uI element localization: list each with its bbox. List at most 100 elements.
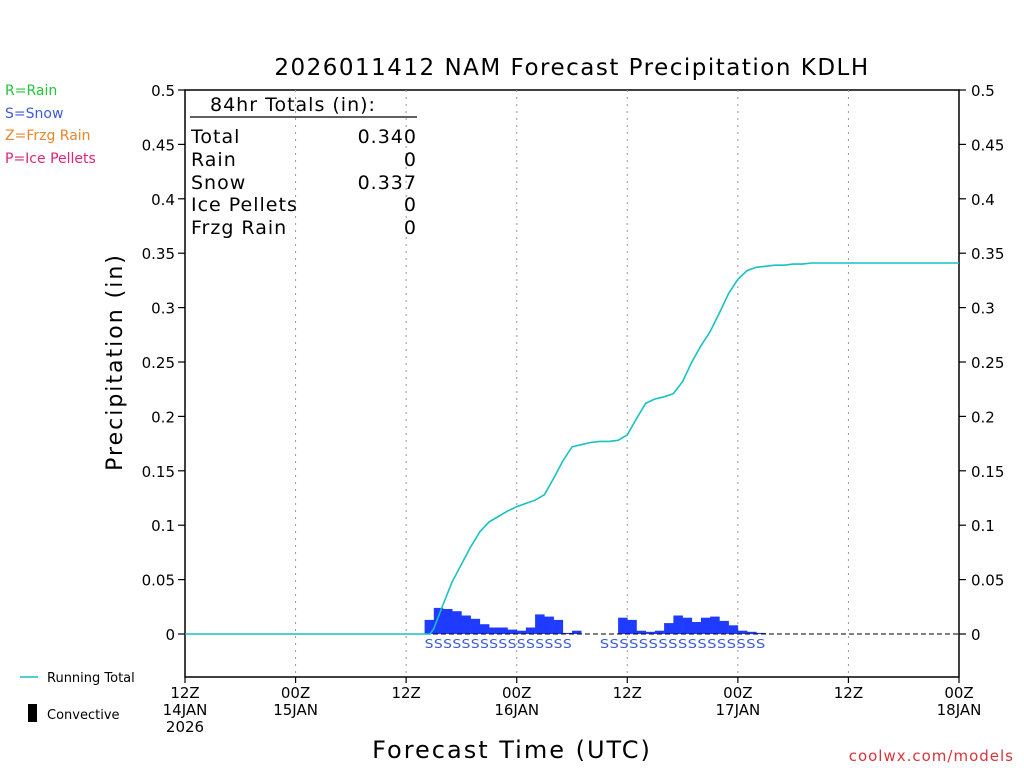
totals-box: 84hr Totals (in): Total 0.340 Rain 0 Sno… [190,94,417,239]
snow-bar-13 [544,616,554,634]
snow-bar-2 [443,609,453,634]
xtick-label-3-1: 00Z [502,684,531,702]
snow-bar-23 [636,630,646,634]
snow-bars [424,607,766,634]
totals-value-ice-pellets: 0 [404,194,417,216]
plot-frame [184,89,960,678]
snow-bar-9 [507,629,517,634]
ptype-legend: R=Rain S=Snow Z=Frzg Rain P=Ice Pellets [5,83,96,167]
chart-title: 2026011412 NAM Forecast Precipitation KD… [274,55,869,81]
xtick-label-1-1: 00Z [281,684,310,702]
credit-text: coolwx.com/models [849,747,1014,765]
ytick-left-label-2: 0.4 [151,191,175,209]
ptype-label-1: SSSSSSSSSSSSSSSSS [600,637,766,651]
totals-value-snow: 0.337 [358,172,417,194]
totals-value-total: 0.340 [358,126,417,148]
snow-bar-36 [756,632,766,634]
xtick-label-6-1: 12Z [834,684,863,702]
ytick-left-label-7: 0.15 [142,463,175,481]
ytick-right-label-3: 0.35 [971,245,1004,263]
running-total-line [185,262,959,635]
legend-snow: S=Snow [5,106,63,122]
snow-bar-1 [433,607,444,634]
snow-bar-34 [737,630,748,634]
ytick-left-label-8: 0.1 [151,517,175,535]
snow-bar-7 [489,627,499,634]
snow-bar-3 [452,611,462,634]
ytick-right-label-2: 0.4 [971,191,995,209]
ytick-right-label-9: 0.05 [971,572,1004,590]
snow-bar-14 [553,619,564,634]
snow-bar-5 [470,618,481,634]
y-axis-ticks: 0.5 0.5 0.45 0.45 0.4 0.4 0.35 0.35 0.3 0.3 0.25 0.… [142,82,1005,644]
ytick-right-label-6: 0.2 [971,408,995,426]
ytick-right-label-8: 0.1 [971,517,995,535]
ytick-left-label-1: 0.45 [142,136,175,154]
xtick-label-1-2: 15JAN [273,701,318,719]
totals-label-snow: Snow [191,172,246,194]
precip-type-labels: SSSSSSSSSSSSSSSS SSSSSSSSSSSSSSSSS [425,637,766,651]
legend-running-total: Running Total [47,671,135,686]
y-axis-title: Precipitation (in) [103,253,128,471]
snow-bar-21 [618,617,628,634]
xtick-label-7-2: 18JAN [937,701,982,719]
totals-label-total: Total [190,126,240,148]
snow-bar-4 [461,615,471,634]
snow-bar-28 [682,617,693,634]
ytick-left-label-9: 0.05 [142,572,175,590]
totals-label-ice-pellets: Ice Pellets [191,194,298,216]
snow-bar-16 [572,630,582,634]
xtick-label-3-2: 16JAN [494,701,539,719]
ytick-right-label-0: 0.5 [971,82,995,100]
snow-bar-33 [728,625,739,634]
totals-label-frzg-rain: Frzg Rain [191,217,287,239]
snow-bar-8 [498,627,508,634]
convective-swatch [28,704,37,722]
xtick-label-0-3: 2026 [166,718,204,736]
ytick-right-label-4: 0.3 [971,300,995,318]
ytick-right-label-10: 0 [971,626,981,644]
x-axis-title: Forecast Time (UTC) [372,736,652,764]
snow-bar-26 [664,623,674,634]
ytick-left-label-10: 0 [165,626,175,644]
ytick-left-label-5: 0.25 [142,354,175,372]
snow-bar-24 [645,631,656,634]
xtick-label-5-1: 00Z [723,684,752,702]
xtick-label-5-2: 17JAN [715,701,760,719]
snow-bar-15 [562,632,573,634]
snow-bar-10 [516,630,527,634]
snow-bar-11 [525,627,536,634]
xtick-label-0-2: 14JAN [163,701,208,719]
ytick-left-label-6: 0.2 [151,408,175,426]
ytick-left-label-0: 0.5 [151,82,175,100]
snow-bar-27 [673,615,683,634]
legend-ice-pellets: P=Ice Pellets [5,151,96,167]
snow-bar-12 [535,614,545,634]
ytick-right-label-1: 0.45 [971,136,1004,154]
totals-value-frzg-rain: 0 [404,217,417,239]
ytick-right-label-7: 0.15 [971,463,1004,481]
snow-bar-6 [479,624,490,634]
series-legend: Running Total Convective [20,671,135,723]
snow-bar-0 [424,619,435,634]
ytick-left-label-3: 0.35 [142,245,175,263]
snow-bar-32 [719,620,729,634]
snow-bar-29 [691,622,702,634]
ptype-label-0: SSSSSSSSSSSSSSSS [425,637,572,651]
ytick-right-label-5: 0.25 [971,354,1004,372]
snow-bar-25 [654,630,665,634]
snow-bar-31 [710,616,720,634]
xtick-label-4-1: 12Z [613,684,642,702]
xtick-label-2-1: 12Z [391,684,420,702]
totals-value-rain: 0 [404,149,417,171]
totals-header: 84hr Totals (in): [210,94,376,116]
legend-rain: R=Rain [5,83,57,99]
snow-bar-35 [747,631,757,634]
snow-bar-30 [701,617,711,634]
legend-convective: Convective [47,708,120,723]
xtick-label-0-1: 12Z [170,684,199,702]
ytick-left-label-4: 0.3 [151,300,175,318]
legend-frzg-rain: Z=Frzg Rain [5,128,91,144]
